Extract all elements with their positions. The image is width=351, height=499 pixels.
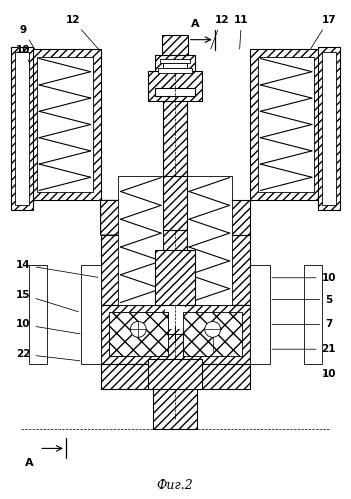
Bar: [196, 235, 250, 304]
Bar: [183, 312, 243, 356]
Bar: [15, 51, 29, 206]
Bar: [183, 304, 250, 364]
Text: 7: 7: [272, 319, 332, 329]
Bar: [153, 374, 197, 429]
Bar: [29, 48, 101, 201]
Text: 17: 17: [310, 15, 336, 49]
Bar: [101, 235, 155, 304]
Bar: [187, 176, 232, 304]
Bar: [322, 51, 336, 206]
Bar: [258, 56, 314, 193]
Bar: [148, 359, 202, 389]
Bar: [29, 265, 47, 364]
Text: Фиг.2: Фиг.2: [157, 479, 193, 492]
Text: 9: 9: [20, 25, 35, 49]
Bar: [250, 48, 322, 201]
Bar: [162, 35, 188, 54]
Text: A: A: [191, 19, 199, 29]
Text: 12: 12: [211, 15, 229, 49]
Text: 14: 14: [16, 260, 98, 277]
Bar: [101, 304, 250, 364]
Text: 12: 12: [66, 15, 99, 49]
Bar: [160, 58, 190, 63]
Bar: [155, 54, 195, 76]
Bar: [83, 267, 99, 362]
Text: 21: 21: [272, 344, 336, 354]
Bar: [163, 66, 187, 379]
Text: A: A: [25, 458, 33, 468]
Bar: [163, 176, 187, 230]
Bar: [304, 265, 322, 364]
Text: 10: 10: [272, 273, 336, 283]
Bar: [108, 312, 168, 356]
Text: 5: 5: [272, 294, 332, 304]
Text: 10: 10: [16, 44, 31, 64]
Bar: [148, 71, 202, 101]
Bar: [155, 88, 195, 96]
Polygon shape: [101, 201, 155, 235]
Bar: [118, 176, 163, 304]
Bar: [165, 250, 185, 329]
Bar: [101, 364, 250, 389]
Bar: [158, 68, 192, 73]
Bar: [108, 312, 168, 356]
Bar: [318, 46, 340, 210]
Circle shape: [130, 321, 146, 337]
Bar: [11, 46, 33, 210]
Bar: [37, 56, 93, 193]
Bar: [250, 265, 270, 364]
Text: 10: 10: [322, 369, 336, 379]
Text: 11: 11: [234, 15, 249, 49]
Text: 15: 15: [16, 289, 78, 312]
Text: 22: 22: [16, 349, 80, 361]
Bar: [31, 267, 45, 362]
Text: 10: 10: [16, 319, 80, 334]
Bar: [155, 250, 195, 304]
Bar: [81, 265, 101, 364]
Polygon shape: [196, 201, 250, 235]
Bar: [163, 63, 187, 68]
Circle shape: [205, 321, 221, 337]
